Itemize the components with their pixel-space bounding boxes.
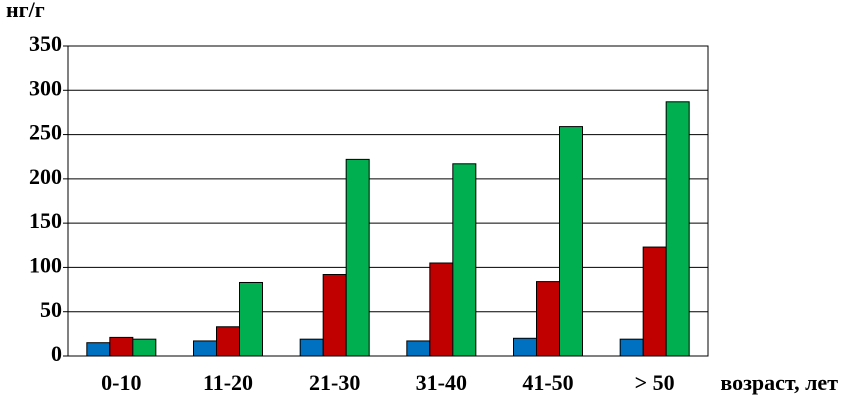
y-tick-label: 150	[29, 208, 62, 233]
y-tick-label: 200	[29, 164, 62, 189]
x-axis-label: возраст, лет	[720, 370, 838, 395]
bar	[132, 338, 157, 357]
x-tick-label: 0-10	[101, 370, 141, 395]
x-tick-label: 41-50	[522, 370, 573, 395]
bar	[513, 337, 537, 357]
bar	[86, 342, 111, 357]
bar	[642, 246, 667, 357]
x-tick-label: 21-30	[309, 370, 360, 395]
y-tick-label: 50	[40, 297, 62, 322]
bar	[665, 101, 690, 357]
bar	[109, 336, 134, 357]
y-tick-label: 350	[29, 31, 62, 56]
y-tick-label: 250	[29, 120, 62, 145]
y-tick-label: 300	[29, 75, 62, 100]
x-tick-label: 31-40	[416, 370, 467, 395]
y-tick-label: 0	[51, 341, 62, 366]
bar	[322, 274, 347, 357]
bar	[345, 158, 370, 357]
bar	[239, 281, 263, 357]
bar	[619, 338, 644, 357]
bar	[452, 163, 477, 357]
x-tick-label: > 50	[635, 370, 675, 395]
x-tick-label: 11-20	[203, 370, 253, 395]
bar	[216, 326, 240, 357]
bar	[429, 262, 454, 357]
y-axis-label: нг/г	[6, 0, 45, 22]
bar	[536, 281, 560, 357]
y-tick-label: 100	[29, 252, 62, 277]
bar	[559, 126, 583, 357]
plot-frame	[67, 45, 709, 357]
bar	[193, 340, 217, 357]
bar	[299, 338, 324, 357]
bar	[406, 340, 431, 357]
